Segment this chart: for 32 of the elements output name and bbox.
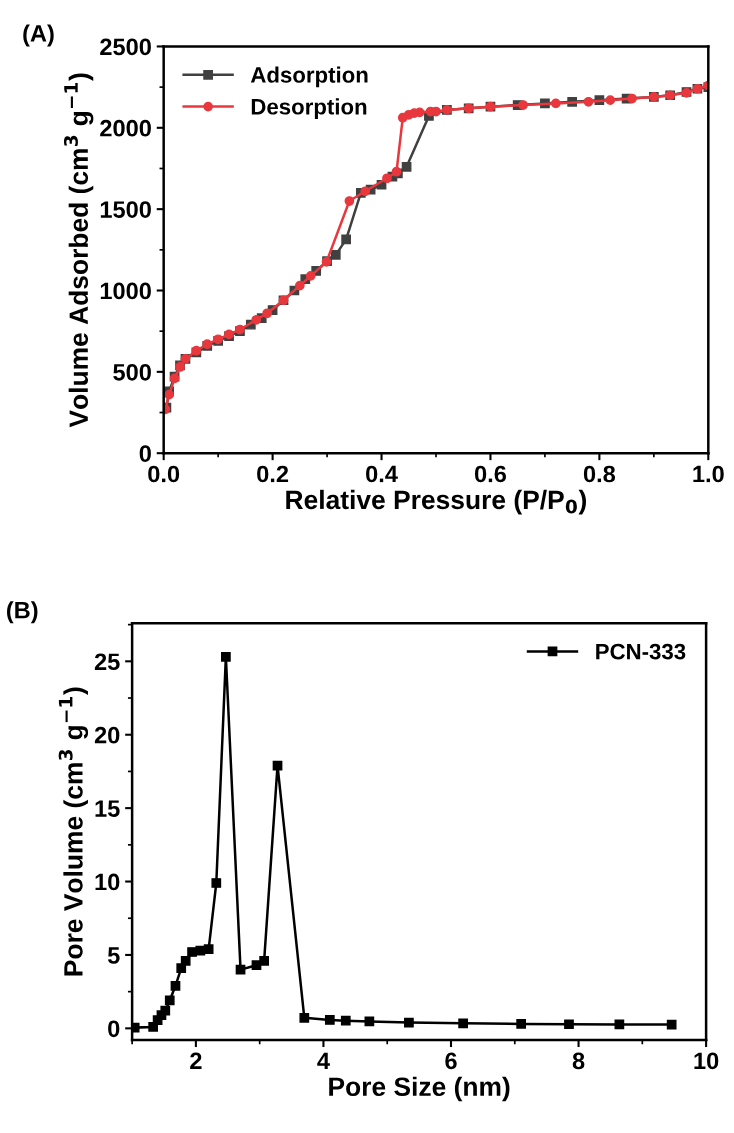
y-tick-label: 2500 [100, 38, 151, 56]
y-tick-label: 2000 [100, 119, 151, 137]
x-tick-label: 0.2 [257, 465, 289, 483]
x-tick-label: 10 [694, 1052, 719, 1070]
y-tick-label: 10 [95, 873, 120, 891]
chart-title: (B) [7, 601, 38, 624]
x-tick-label: 0.0 [148, 465, 180, 483]
y-axis-title: Pore Volume (cm$^{3}$ g$^{−1}$) [58, 687, 89, 976]
x-tick-label: 0.8 [583, 465, 616, 483]
x-tick-label: 0.4 [366, 465, 398, 483]
y-tick-label: 5 [107, 947, 120, 964]
x-tick-label: 2 [190, 1052, 202, 1070]
x-tick-label: 4 [317, 1052, 330, 1070]
y-tick-label: 500 [113, 363, 151, 381]
y-tick-label: 25 [94, 653, 120, 671]
y-tick-label: 15 [95, 800, 120, 817]
y-tick-label: 0 [108, 1020, 120, 1038]
x-axis-title: Pore Size (nm) [329, 1076, 510, 1102]
x-tick-label: 0.6 [474, 465, 507, 483]
y-tick-label: 1000 [100, 282, 151, 300]
legend-label: PCN-333 [596, 643, 686, 660]
legend-label: Adsorption [250, 66, 368, 88]
y-axis-title: Volume Adsorbed (cm$^{3}$ g$^{−1}$) [63, 73, 94, 428]
y-tick-label: 1500 [100, 201, 151, 218]
y-tick-label: 0 [139, 445, 151, 462]
x-tick-label: 1.0 [693, 465, 724, 483]
y-tick-label: 20 [94, 726, 120, 744]
x-axis-title: Relative Pressure (P/P$_{0}$) [286, 489, 586, 515]
x-tick-label: 8 [572, 1052, 585, 1070]
x-tick-label: 6 [445, 1052, 457, 1070]
chart-title: (A) [23, 24, 54, 47]
legend-label: Desorption [251, 98, 367, 119]
